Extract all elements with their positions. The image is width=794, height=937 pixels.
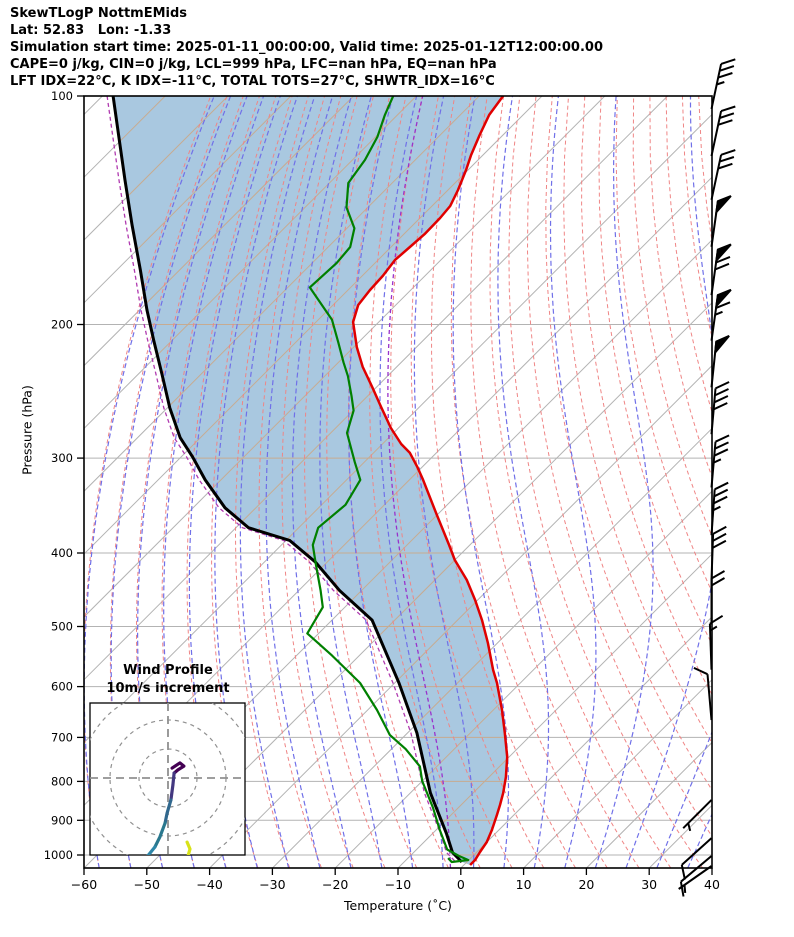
- pressure-ticks: [77, 95, 713, 875]
- temperature-curve: [351, 96, 509, 866]
- svg-text:200: 200: [51, 318, 73, 332]
- svg-text:10: 10: [516, 877, 532, 892]
- svg-text:400: 400: [51, 546, 73, 560]
- simulation-time-line: Simulation start time: 2025-01-11_00:00:…: [10, 40, 603, 55]
- wind-barbs: [678, 58, 736, 897]
- x-axis-title: Temperature (˚C): [344, 898, 452, 913]
- svg-text:0: 0: [457, 877, 465, 892]
- svg-text:30: 30: [641, 877, 657, 892]
- hodograph-subtitle: 10m/s increment: [106, 681, 230, 696]
- hodograph-inset: [89, 702, 246, 856]
- indices-line: LFT IDX=22°C, K IDX=-11°C, TOTAL TOTS=27…: [10, 74, 495, 89]
- svg-text:600: 600: [51, 680, 73, 694]
- svg-text:500: 500: [51, 620, 73, 634]
- svg-text:−20: −20: [322, 877, 348, 892]
- latlon-line: Lat: 52.83 Lon: -1.33: [10, 23, 172, 38]
- svg-text:1000: 1000: [44, 848, 73, 862]
- svg-text:20: 20: [578, 877, 594, 892]
- svg-text:40: 40: [704, 877, 720, 892]
- pressure-tick-labels: 100 200 300 400 500 600 700 800 900 1000: [44, 89, 73, 862]
- svg-text:300: 300: [51, 451, 73, 465]
- temperature-tick-labels: −60 −50 −40 −30 −20 −10 0 10 20 30 40: [71, 877, 720, 892]
- svg-text:100: 100: [51, 89, 73, 103]
- svg-text:−50: −50: [134, 877, 160, 892]
- svg-text:900: 900: [51, 813, 73, 827]
- parcel-companion-line: [106, 96, 457, 863]
- svg-text:−60: −60: [71, 877, 97, 892]
- svg-text:800: 800: [51, 774, 73, 788]
- hodograph-title: Wind Profile: [123, 663, 213, 678]
- dewpoint-curve: [306, 96, 470, 864]
- svg-text:−30: −30: [259, 877, 285, 892]
- parcel-curve: [111, 96, 463, 864]
- svg-text:−10: −10: [385, 877, 411, 892]
- svg-text:700: 700: [51, 730, 73, 744]
- y-axis-title: Pressure (hPa): [19, 385, 35, 475]
- svg-text:−40: −40: [196, 877, 222, 892]
- cape-cin-line: CAPE=0 j/kg, CIN=0 j/kg, LCL=999 hPa, LF…: [10, 57, 497, 72]
- chart-title: SkewTLogP NottmEMids: [10, 6, 188, 21]
- cape-fill: [113, 96, 508, 865]
